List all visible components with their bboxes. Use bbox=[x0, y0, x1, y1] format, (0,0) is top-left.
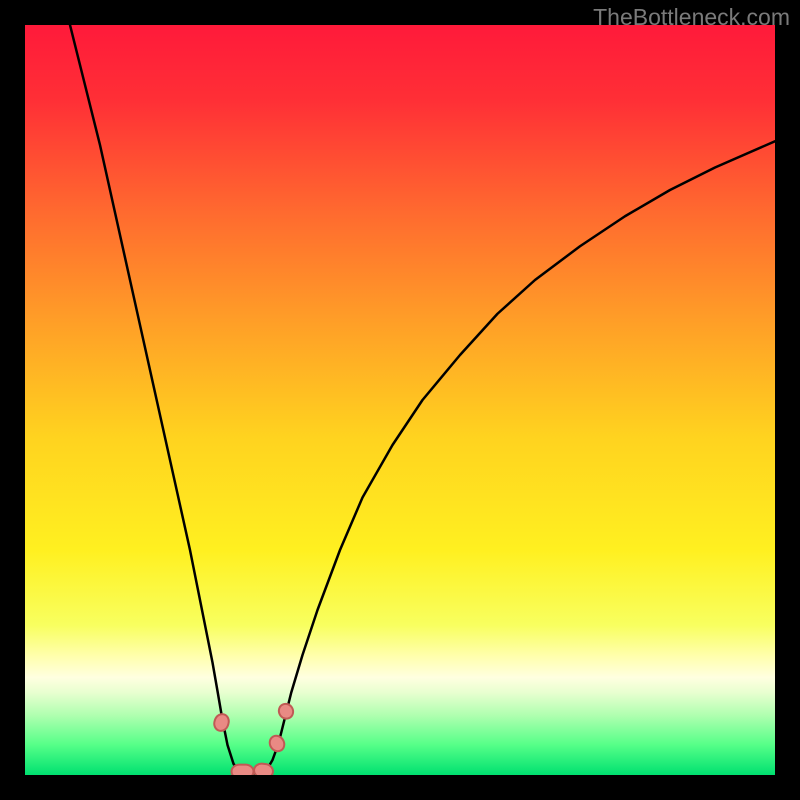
watermark-text: TheBottleneck.com bbox=[593, 4, 790, 31]
plot-background bbox=[25, 25, 775, 775]
plot-canvas bbox=[25, 25, 775, 775]
curve-marker bbox=[232, 765, 254, 775]
